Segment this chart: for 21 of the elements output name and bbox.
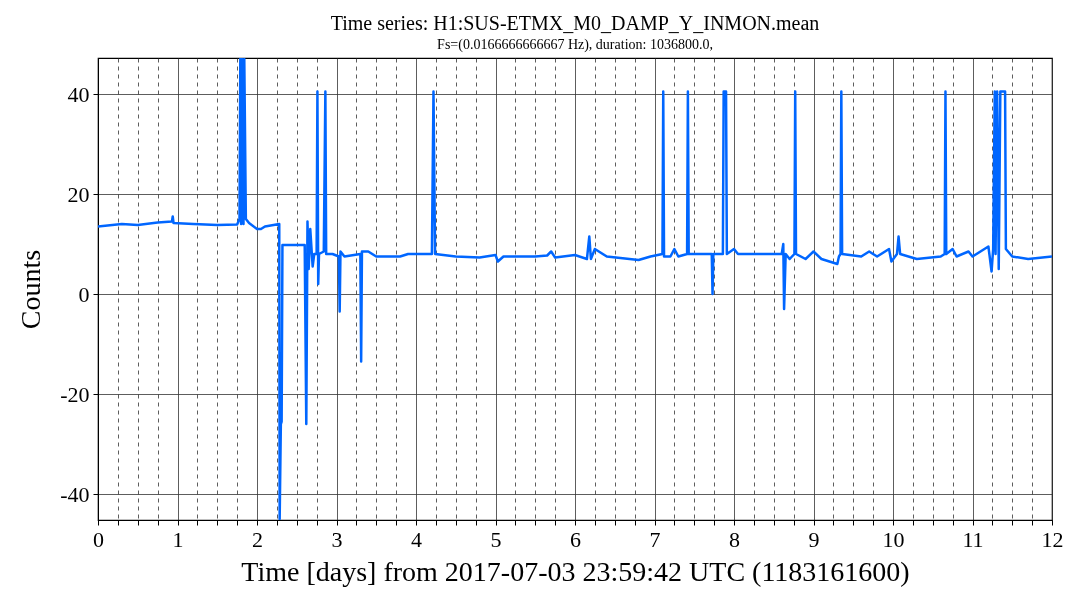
x-tick-label: 6 [570, 526, 581, 552]
x-tick-label: 9 [808, 526, 820, 552]
x-tick-label: 12 [1041, 526, 1064, 552]
x-tick-label: 10 [882, 526, 905, 552]
y-tick-label: -40 [60, 481, 90, 507]
chart-title: Time series: H1:SUS-ETMX_M0_DAMP_Y_INMON.mean [330, 12, 820, 34]
y-tick-label: 0 [78, 281, 90, 307]
chart-subtitle: Fs=(0.0166666666667 Hz), duration: 1036800.0, [437, 37, 713, 53]
x-tick-label: 5 [490, 526, 502, 552]
y-tick-label: -20 [60, 381, 90, 407]
x-tick-label: 8 [729, 526, 740, 552]
x-tick-label: 2 [252, 526, 263, 552]
x-tick-label: 7 [649, 526, 661, 552]
x-tick-label: 4 [411, 526, 422, 552]
y-tick-label: 40 [67, 81, 90, 107]
x-tick-label: 3 [331, 526, 343, 552]
x-axis-title: Time [days] from 2017-07-03 23:59:42 UTC (1183161600) [241, 555, 910, 587]
x-tick-label: 11 [962, 526, 984, 552]
y-tick-label: 20 [67, 181, 90, 207]
y-axis-title: Counts [15, 249, 47, 330]
x-tick-label: 1 [172, 526, 184, 552]
